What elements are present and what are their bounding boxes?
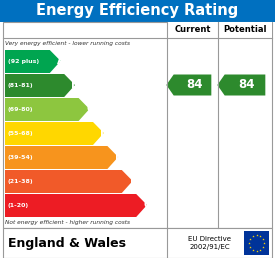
Text: (81-81): (81-81) — [8, 83, 34, 87]
Text: (92 plus): (92 plus) — [8, 59, 39, 63]
Polygon shape — [5, 74, 75, 97]
Polygon shape — [5, 146, 118, 169]
Text: A: A — [57, 56, 65, 66]
Text: F: F — [130, 176, 137, 186]
Text: Potential: Potential — [223, 26, 267, 35]
Text: G: G — [143, 200, 152, 210]
Polygon shape — [5, 122, 104, 145]
Bar — [244, 231, 269, 255]
Bar — [3, 228, 272, 258]
Text: Very energy efficient - lower running costs: Very energy efficient - lower running co… — [5, 41, 130, 46]
Polygon shape — [5, 98, 89, 121]
Text: (1-20): (1-20) — [8, 203, 29, 207]
Text: Not energy efficient - higher running costs: Not energy efficient - higher running co… — [5, 220, 130, 225]
Text: EU Directive
2002/91/EC: EU Directive 2002/91/EC — [188, 236, 231, 250]
Bar — [167, 22, 272, 38]
Text: (55-68): (55-68) — [8, 131, 34, 135]
Polygon shape — [5, 50, 60, 73]
Text: England & Wales: England & Wales — [8, 237, 126, 249]
Text: C: C — [86, 104, 94, 114]
Polygon shape — [166, 75, 211, 95]
Text: (69-80): (69-80) — [8, 107, 34, 111]
Text: B: B — [72, 80, 79, 90]
Text: Energy Efficiency Rating: Energy Efficiency Rating — [36, 4, 239, 19]
Polygon shape — [5, 194, 147, 217]
Text: 84: 84 — [186, 78, 203, 92]
Bar — [3, 22, 272, 228]
Polygon shape — [217, 75, 265, 95]
Text: 84: 84 — [239, 78, 255, 92]
Polygon shape — [5, 170, 133, 193]
Text: Current: Current — [174, 26, 211, 35]
Text: (21-38): (21-38) — [8, 179, 34, 183]
Text: (39-54): (39-54) — [8, 155, 34, 159]
Text: E: E — [115, 152, 122, 162]
Text: D: D — [100, 128, 109, 138]
Bar — [0, 0, 275, 22]
